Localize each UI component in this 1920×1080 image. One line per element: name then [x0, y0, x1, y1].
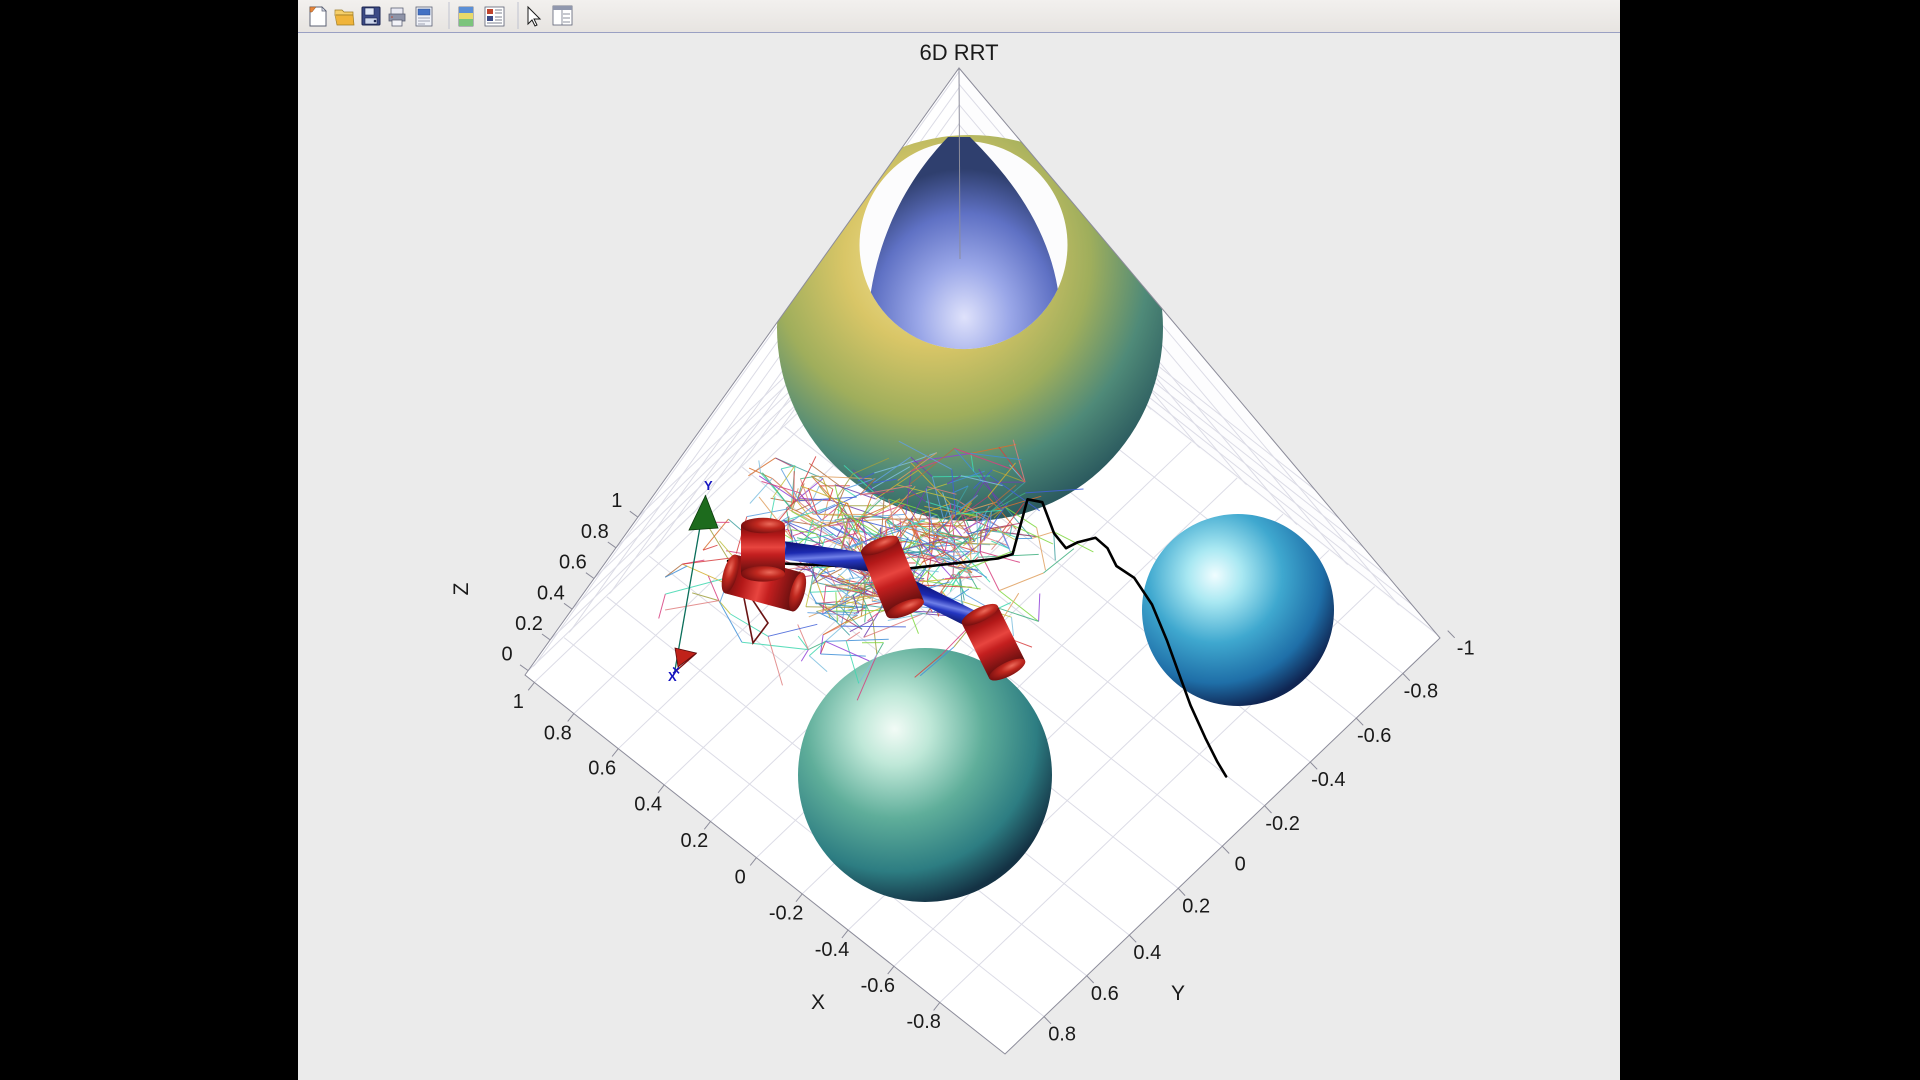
svg-text:-0.2: -0.2: [769, 903, 803, 925]
svg-text:0.2: 0.2: [515, 613, 543, 635]
svg-text:0.6: 0.6: [1091, 983, 1119, 1005]
svg-text:0.4: 0.4: [634, 794, 662, 816]
svg-text:0.8: 0.8: [1048, 1024, 1076, 1046]
svg-text:0: 0: [735, 866, 746, 888]
svg-text:6D RRT: 6D RRT: [919, 40, 998, 65]
svg-text:Y: Y: [1171, 982, 1185, 1005]
svg-text:-1: -1: [1457, 638, 1475, 660]
svg-text:×: ×: [672, 662, 680, 678]
svg-text:-0.8: -0.8: [1404, 681, 1438, 703]
svg-text:0.4: 0.4: [537, 582, 565, 604]
svg-text:0: 0: [501, 644, 512, 666]
svg-text:0.8: 0.8: [544, 722, 572, 744]
svg-text:1: 1: [513, 691, 524, 713]
svg-text:-0.4: -0.4: [815, 939, 849, 961]
svg-text:-0.4: -0.4: [1311, 769, 1345, 791]
svg-text:Y: Y: [704, 478, 713, 493]
svg-text:-0.8: -0.8: [906, 1011, 940, 1033]
svg-text:0.6: 0.6: [588, 757, 616, 779]
svg-text:X: X: [811, 991, 825, 1014]
svg-text:0.4: 0.4: [1133, 942, 1161, 964]
svg-text:-0.2: -0.2: [1265, 813, 1299, 835]
svg-text:Z: Z: [450, 582, 473, 595]
svg-text:0.6: 0.6: [559, 552, 587, 574]
svg-text:0.2: 0.2: [680, 830, 708, 852]
svg-text:0: 0: [1235, 853, 1246, 875]
svg-text:-0.6: -0.6: [1357, 725, 1391, 747]
svg-text:0.2: 0.2: [1182, 895, 1210, 917]
svg-text:-0.6: -0.6: [861, 975, 895, 997]
svg-text:0.8: 0.8: [581, 521, 609, 543]
svg-text:1: 1: [611, 490, 622, 512]
